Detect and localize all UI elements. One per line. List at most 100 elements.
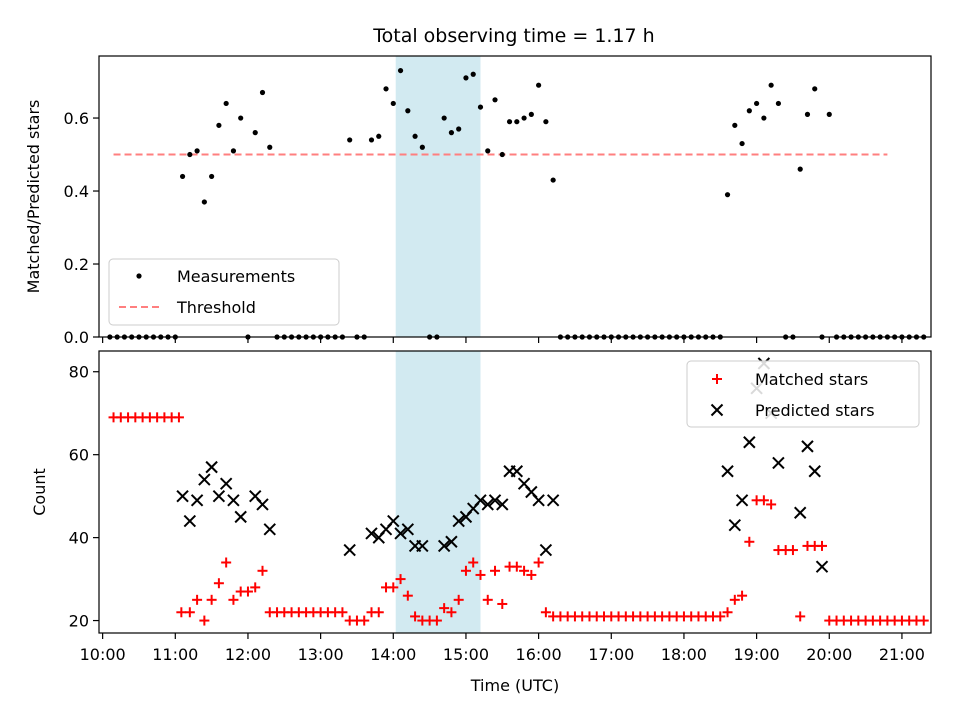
matched-star-point: [431, 615, 442, 626]
measurement-point: [543, 119, 549, 125]
measurement-point: [514, 119, 520, 125]
matched-legend-label: Matched stars: [755, 370, 868, 389]
measurement-point: [267, 144, 273, 150]
measurement-point: [419, 144, 425, 150]
measurement-point: [368, 137, 375, 143]
matched-star-point: [758, 495, 769, 506]
matched-star-point: [359, 615, 370, 626]
matched-star-point: [250, 582, 261, 593]
measurement-point: [485, 148, 491, 154]
predicted-star-point: [772, 456, 785, 470]
matched-star-point: [242, 586, 253, 597]
count-plot-frame: [98, 350, 932, 634]
observing-window-highlight: [395, 351, 481, 633]
measurement-point: [390, 100, 396, 107]
y-tick-label: 40: [69, 529, 89, 548]
measurement-point: [768, 82, 774, 88]
measurement-point: [470, 71, 476, 77]
x-tick-label: 12:00: [225, 645, 271, 664]
matched-star-point: [519, 565, 530, 576]
measurement-point: [521, 115, 527, 121]
x-tick-label: 19:00: [734, 645, 780, 664]
predicted-star-point: [387, 514, 400, 528]
matched-star-point: [460, 565, 471, 576]
matched-star-point: [490, 565, 501, 576]
predicted-star-point: [728, 518, 742, 532]
measurement-point: [499, 151, 505, 158]
predicted-star-point: [496, 498, 509, 511]
measurement-point: [441, 115, 447, 121]
measurement-point: [347, 137, 353, 143]
measurement-point: [492, 97, 498, 103]
predicted-star-point: [365, 527, 378, 540]
predicted-star-point: [735, 494, 749, 507]
threshold-legend-label: Threshold: [176, 298, 256, 317]
count-x-ticks: 10:00 11:00 12:00 13:00 14:00 15:00 16:00 17:00…: [80, 633, 925, 664]
count-legend-box: [686, 360, 920, 428]
matched-star-point: [439, 603, 450, 614]
count-y-axis-label: Count: [30, 468, 49, 516]
measurement-point: [412, 133, 418, 139]
measurements-legend-marker: [136, 273, 142, 279]
predicted-star-point: [234, 510, 247, 524]
matched-star-point: [213, 578, 224, 589]
measurement-point: [209, 173, 215, 180]
predicted-star-point: [190, 494, 204, 507]
matched-star-point: [373, 607, 384, 618]
x-tick-label: 11:00: [152, 645, 198, 664]
measurement-point: [230, 148, 237, 154]
x-tick-label: 14:00: [370, 645, 416, 664]
measurement-point: [804, 111, 811, 117]
measurement-point: [405, 108, 411, 114]
x-tick-label: 17:00: [588, 645, 634, 664]
predicted-star-point: [416, 539, 429, 553]
ratio-legend-box: [108, 258, 340, 326]
predicted-star-point: [198, 473, 211, 486]
x-axis-label: Time (UTC): [470, 676, 559, 695]
predicted-star-point: [445, 535, 458, 548]
predicted-star-point: [263, 523, 276, 536]
predicted-star-point: [743, 436, 756, 449]
matched-star-point: [395, 574, 406, 585]
matched-star-point: [795, 611, 806, 622]
matched-star-point: [787, 545, 798, 556]
matched-star-point: [497, 598, 508, 609]
measurement-point: [376, 133, 382, 139]
x-tick-label: 13:00: [298, 645, 344, 664]
measurements-legend-label: Measurements: [177, 267, 295, 286]
predicted-star-point: [212, 489, 226, 503]
predicted-star-point: [401, 523, 415, 536]
matched-legend-marker: [712, 374, 722, 384]
x-tick-label: 18:00: [661, 645, 707, 664]
matched-star-point: [410, 611, 421, 622]
predicted-legend-marker: [710, 403, 724, 417]
measurement-point: [528, 111, 534, 117]
ratio-y-ticks: 0.0 0.2 0.4 0.6: [64, 109, 99, 347]
matched-star-point: [817, 540, 828, 551]
predicted-star-point: [815, 560, 829, 573]
predicted-star-point: [488, 494, 502, 507]
predicted-star-point: [539, 543, 553, 557]
measurement-point: [506, 119, 513, 125]
measurement-point: [252, 130, 258, 136]
predicted-star-point: [808, 465, 821, 478]
matched-star-point: [475, 569, 486, 580]
predicted-star-point: [452, 514, 465, 528]
matched-star-point: [722, 607, 733, 618]
x-tick-label: 10:00: [80, 645, 126, 664]
y-tick-label: 20: [69, 612, 89, 631]
y-tick-label: 0.2: [64, 255, 89, 274]
matched-star-point: [228, 594, 239, 605]
measurement-point: [259, 89, 266, 96]
measurement-point: [238, 115, 244, 121]
matched-star-point: [533, 557, 544, 568]
matched-star-point: [540, 607, 551, 618]
measurement-point: [397, 67, 404, 74]
predicted-star-point: [219, 477, 233, 490]
matched-star-point: [453, 594, 464, 605]
predicted-star-point: [227, 494, 240, 507]
matched-star-point: [184, 607, 195, 618]
matched-star-point: [729, 594, 740, 605]
matched-star-point: [737, 590, 748, 601]
